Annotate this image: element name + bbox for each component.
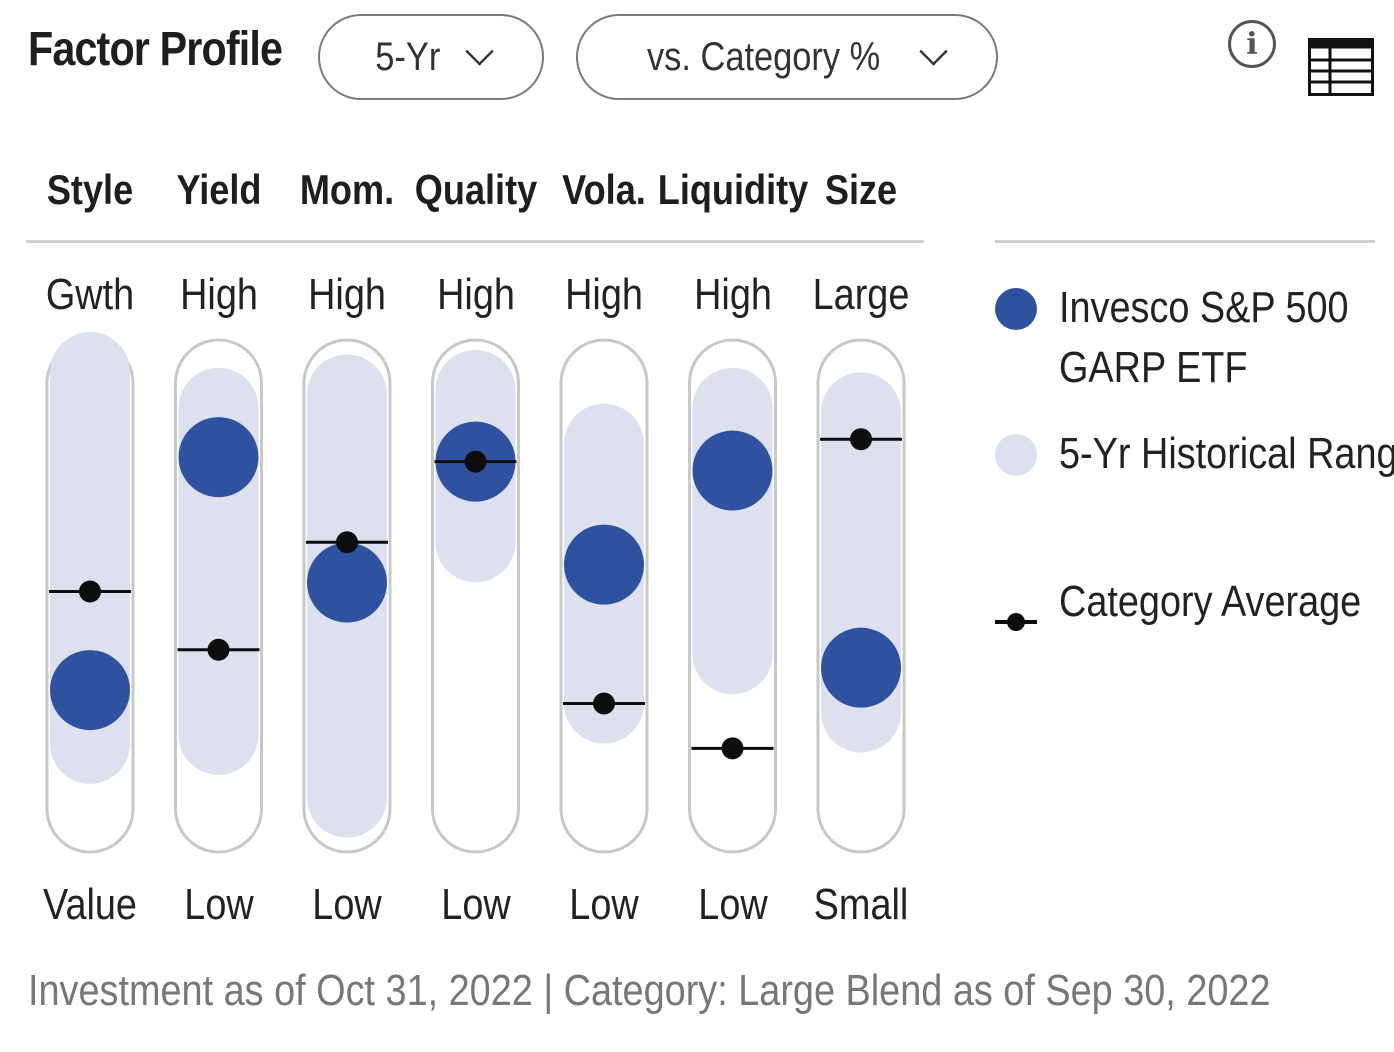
factor-top-label: High xyxy=(693,270,772,319)
factor-bottom-label: Low xyxy=(569,880,639,929)
factor-bottom-label: Low xyxy=(183,880,254,929)
factor-header: Yield xyxy=(176,166,261,213)
factor-top-label: High xyxy=(565,270,643,319)
table-view-icon[interactable] xyxy=(1308,38,1374,96)
info-icon[interactable]: i xyxy=(1228,20,1276,68)
compare-dropdown[interactable]: vs. Category % xyxy=(576,14,998,100)
category-marker-dot xyxy=(79,580,101,603)
factor-bottom-label: Low xyxy=(697,880,768,929)
category-marker-icon xyxy=(995,613,1037,631)
range-dot-icon xyxy=(995,434,1037,476)
investment-dot xyxy=(692,430,773,511)
category-marker-dot xyxy=(593,692,615,715)
page-title: Factor Profile xyxy=(28,23,283,76)
category-marker-dot xyxy=(850,428,872,451)
factor-header: Mom. xyxy=(299,166,395,213)
legend-label: Category Average xyxy=(1059,577,1362,626)
factor-chart xyxy=(45,332,906,854)
legend-label: 5-Yr Historical Range xyxy=(1059,429,1394,478)
category-marker-dot xyxy=(207,638,230,661)
footer-note: Investment as of Oct 31, 2022 | Category… xyxy=(28,966,1271,1015)
investment-dot xyxy=(50,650,130,731)
factor-bottom-label: Value xyxy=(43,880,137,929)
investment-dot xyxy=(564,524,644,605)
compare-dropdown-label: vs. Category % xyxy=(646,34,881,79)
factor-top-label: Gwth xyxy=(45,270,135,319)
investment-dot-icon xyxy=(995,288,1037,330)
investment-dot xyxy=(821,627,901,708)
factor-header: Quality xyxy=(414,166,537,213)
category-marker-dot xyxy=(336,531,358,554)
category-marker-dot xyxy=(721,737,744,760)
factor-top-label: High xyxy=(179,270,258,319)
investment-dot xyxy=(307,542,387,623)
investment-dot xyxy=(178,417,259,498)
category-marker-dot xyxy=(464,450,487,473)
factor-header: Vola. xyxy=(562,166,646,213)
factor-bottom-label: Low xyxy=(440,880,511,929)
factor-top-label: Large xyxy=(812,270,910,319)
period-dropdown-label: 5-Yr xyxy=(374,34,440,79)
factor-header: Liquidity xyxy=(657,166,808,213)
factor-bottom-label: Low xyxy=(312,880,382,929)
header-divider xyxy=(26,240,924,243)
factor-header: Style xyxy=(46,166,134,213)
factor-header: Size xyxy=(824,166,898,213)
period-dropdown[interactable]: 5-Yr xyxy=(318,14,544,100)
factor-bottom-label: Small xyxy=(813,880,909,929)
historical-range-band xyxy=(692,367,773,695)
factor-top-label: High xyxy=(308,270,386,319)
legend-label: Invesco S&P 500 GARP ETF xyxy=(1059,283,1349,392)
legend-divider xyxy=(995,240,1375,243)
factor-top-label: High xyxy=(436,270,515,319)
